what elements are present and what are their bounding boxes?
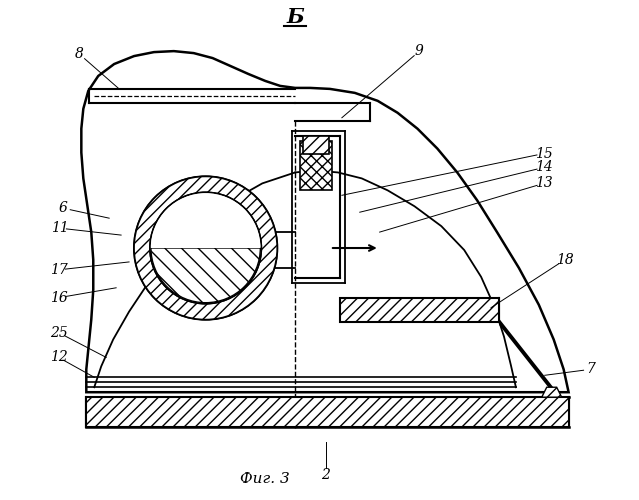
- Circle shape: [134, 176, 277, 320]
- Text: 6: 6: [59, 201, 68, 215]
- Text: 14: 14: [535, 160, 553, 174]
- Text: 9: 9: [415, 44, 424, 58]
- Text: 18: 18: [556, 253, 574, 267]
- Text: 12: 12: [50, 350, 67, 364]
- Text: 7: 7: [586, 362, 595, 376]
- Text: 2: 2: [321, 468, 330, 481]
- Wedge shape: [151, 194, 260, 248]
- Bar: [300, 140, 332, 190]
- Text: 25: 25: [50, 326, 67, 340]
- Text: Фиг. 3: Фиг. 3: [240, 472, 290, 486]
- Polygon shape: [81, 51, 569, 392]
- Text: 11: 11: [50, 221, 68, 235]
- Bar: [303, 136, 329, 154]
- Text: 17: 17: [50, 263, 67, 277]
- Text: 8: 8: [75, 47, 84, 61]
- Text: Б: Б: [286, 8, 304, 28]
- Wedge shape: [151, 248, 260, 302]
- Bar: [86, 397, 569, 427]
- Circle shape: [150, 192, 261, 304]
- Wedge shape: [134, 176, 277, 320]
- Bar: [340, 298, 499, 322]
- Text: 16: 16: [50, 290, 67, 304]
- Polygon shape: [542, 387, 562, 397]
- Text: 13: 13: [535, 176, 553, 190]
- Text: 15: 15: [535, 146, 553, 160]
